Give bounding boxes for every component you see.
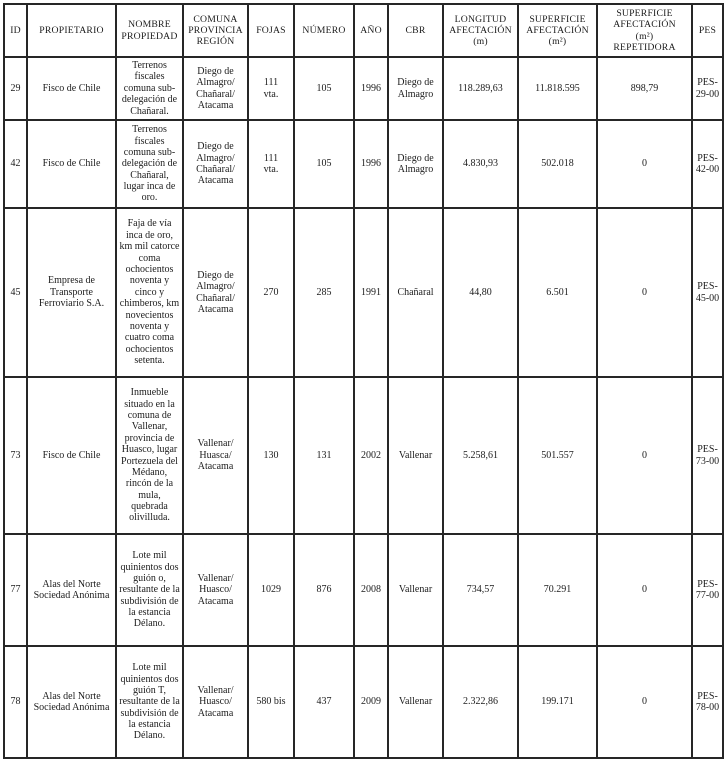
cell-id: 78 [3, 645, 28, 759]
cell-longitud-afectacion: 44,80 [442, 207, 519, 378]
cell-superficie-repetidora: 0 [596, 645, 693, 759]
cell-cbr: Vallenar [387, 533, 444, 647]
cell-pes: PES-77-00 [691, 533, 724, 647]
cell-cbr: Vallenar [387, 376, 444, 535]
cell-id: 73 [3, 376, 28, 535]
cell-ano: 1996 [353, 56, 389, 121]
cell-numero: 105 [293, 56, 355, 121]
cell-cbr: Diego de Almagro [387, 56, 444, 121]
cell-longitud-afectacion: 4.830,93 [442, 119, 519, 209]
table-row: 73 Fisco de Chile Inmueble situado en la… [3, 376, 724, 535]
column-header-propietario: PROPIETARIO [26, 3, 117, 58]
cell-superficie-afectacion: 501.557 [517, 376, 598, 535]
cell-fojas: 130 [247, 376, 295, 535]
cell-cbr: Diego de Almagro [387, 119, 444, 209]
cell-fojas: 1029 [247, 533, 295, 647]
cell-superficie-repetidora: 0 [596, 376, 693, 535]
column-header-longitud-afectacion: LONGITUD AFECTACIÓN (m) [442, 3, 519, 58]
cell-id: 77 [3, 533, 28, 647]
cell-propietario: Fisco de Chile [26, 119, 117, 209]
cell-comuna-provincia-region: Vallenar/ Huasca/ Atacama [182, 376, 249, 535]
cell-nombre-propiedad: Terrenos fiscales comuna sub-delegación … [115, 56, 184, 121]
cell-pes: PES-42-00 [691, 119, 724, 209]
column-header-comuna-provincia-region: COMUNA PROVINCIA REGIÓN [182, 3, 249, 58]
cell-superficie-repetidora: 0 [596, 207, 693, 378]
column-header-superficie-afectacion: SUPERFICIE AFECTACIÓN (m²) [517, 3, 598, 58]
cell-pes: PES-29-00 [691, 56, 724, 121]
cell-propietario: Alas del Norte Sociedad Anónima [26, 533, 117, 647]
cell-comuna-provincia-region: Diego de Almagro/ Chañaral/ Atacama [182, 119, 249, 209]
header-row: ID PROPIETARIO NOMBRE PROPIEDAD COMUNA P… [3, 3, 724, 58]
table-row: 78 Alas del Norte Sociedad Anónima Lote … [3, 645, 724, 759]
cell-superficie-repetidora: 898,79 [596, 56, 693, 121]
cell-propietario: Empresa de Transporte Ferroviario S.A. [26, 207, 117, 378]
cell-nombre-propiedad: Inmueble situado en la comuna de Vallena… [115, 376, 184, 535]
cell-comuna-provincia-region: Vallenar/ Huasco/ Atacama [182, 645, 249, 759]
cell-numero: 876 [293, 533, 355, 647]
cell-propietario: Fisco de Chile [26, 376, 117, 535]
cell-nombre-propiedad: Lote mil quinientos dos guión T, resulta… [115, 645, 184, 759]
cell-superficie-afectacion: 11.818.595 [517, 56, 598, 121]
cell-nombre-propiedad: Faja de vía inca de oro, km mil catorce … [115, 207, 184, 378]
cell-nombre-propiedad: Terrenos fiscales comuna sub-delegación … [115, 119, 184, 209]
column-header-cbr: CBR [387, 3, 444, 58]
cell-comuna-provincia-region: Diego de Almagro/ Chañaral/ Atacama [182, 207, 249, 378]
table-row: 42 Fisco de Chile Terrenos fiscales comu… [3, 119, 724, 209]
cell-ano: 2002 [353, 376, 389, 535]
column-header-superficie-repetidora: SUPERFICIE AFECTACIÓN (m²) REPETIDORA [596, 3, 693, 58]
cell-superficie-afectacion: 6.501 [517, 207, 598, 378]
cell-fojas: 270 [247, 207, 295, 378]
column-header-pes: PES [691, 3, 724, 58]
cell-pes: PES-45-00 [691, 207, 724, 378]
cell-fojas: 580 bis [247, 645, 295, 759]
cell-numero: 105 [293, 119, 355, 209]
affectation-table: ID PROPIETARIO NOMBRE PROPIEDAD COMUNA P… [3, 3, 724, 759]
table-row: 45 Empresa de Transporte Ferroviario S.A… [3, 207, 724, 378]
cell-id: 42 [3, 119, 28, 209]
cell-nombre-propiedad: Lote mil quinientos dos guión o, resulta… [115, 533, 184, 647]
cell-ano: 1996 [353, 119, 389, 209]
column-header-fojas: FOJAS [247, 3, 295, 58]
table-row: 77 Alas del Norte Sociedad Anónima Lote … [3, 533, 724, 647]
column-header-ano: AÑO [353, 3, 389, 58]
cell-ano: 2009 [353, 645, 389, 759]
cell-numero: 131 [293, 376, 355, 535]
cell-ano: 2008 [353, 533, 389, 647]
cell-longitud-afectacion: 734,57 [442, 533, 519, 647]
cell-pes: PES-73-00 [691, 376, 724, 535]
cell-longitud-afectacion: 5.258,61 [442, 376, 519, 535]
table-row: 29 Fisco de Chile Terrenos fiscales comu… [3, 56, 724, 121]
cell-superficie-repetidora: 0 [596, 119, 693, 209]
cell-numero: 437 [293, 645, 355, 759]
cell-superficie-afectacion: 70.291 [517, 533, 598, 647]
cell-cbr: Vallenar [387, 645, 444, 759]
cell-superficie-repetidora: 0 [596, 533, 693, 647]
cell-pes: PES-78-00 [691, 645, 724, 759]
cell-ano: 1991 [353, 207, 389, 378]
cell-longitud-afectacion: 2.322,86 [442, 645, 519, 759]
cell-propietario: Alas del Norte Sociedad Anónima [26, 645, 117, 759]
cell-cbr: Chañaral [387, 207, 444, 378]
cell-fojas: 111 vta. [247, 119, 295, 209]
cell-longitud-afectacion: 118.289,63 [442, 56, 519, 121]
cell-id: 45 [3, 207, 28, 378]
cell-superficie-afectacion: 502.018 [517, 119, 598, 209]
cell-comuna-provincia-region: Vallenar/ Huasco/ Atacama [182, 533, 249, 647]
column-header-numero: NÚMERO [293, 3, 355, 58]
cell-fojas: 111 vta. [247, 56, 295, 121]
cell-id: 29 [3, 56, 28, 121]
column-header-nombre-propiedad: NOMBRE PROPIEDAD [115, 3, 184, 58]
cell-comuna-provincia-region: Diego de Almagro/ Chañaral/ Atacama [182, 56, 249, 121]
column-header-id: ID [3, 3, 28, 58]
cell-propietario: Fisco de Chile [26, 56, 117, 121]
cell-numero: 285 [293, 207, 355, 378]
cell-superficie-afectacion: 199.171 [517, 645, 598, 759]
